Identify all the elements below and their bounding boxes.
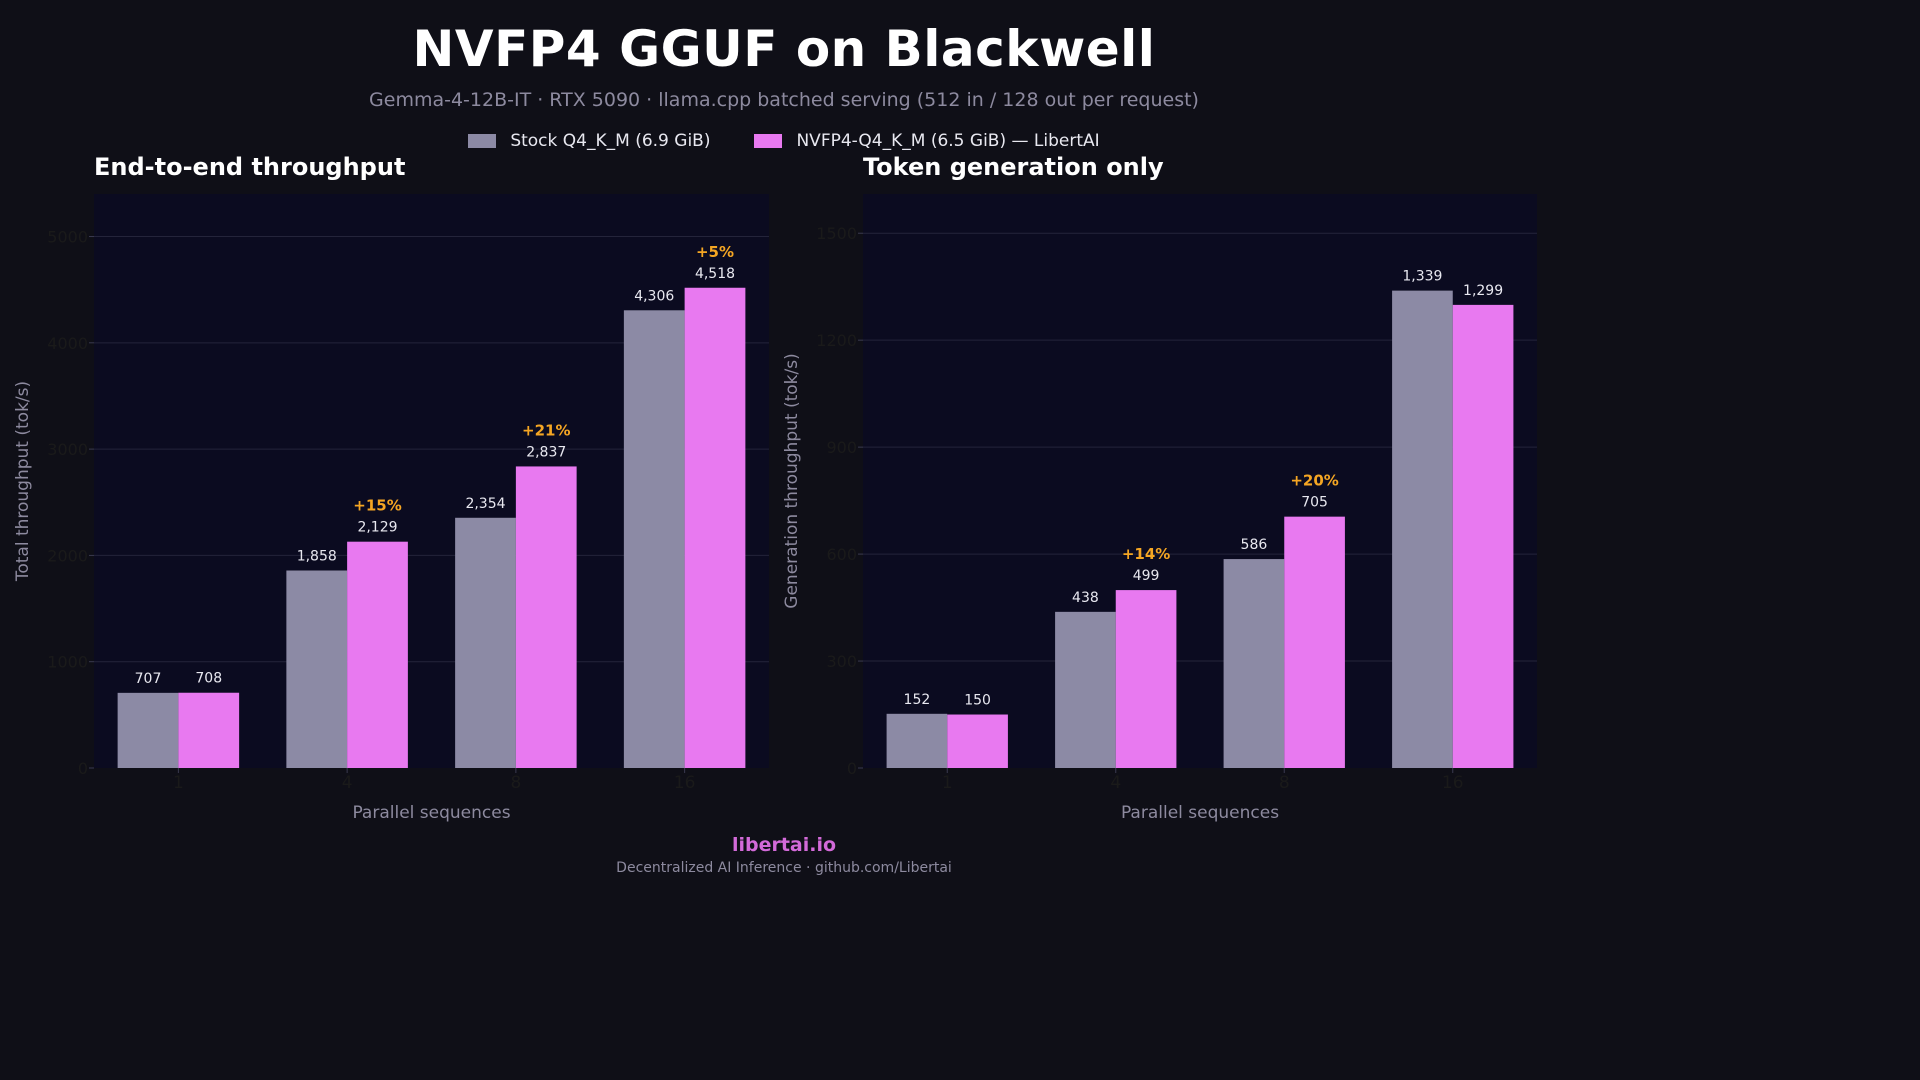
- y-tick-label: 1200: [816, 331, 857, 350]
- y-axis-label: Generation throughput (tok/s): [782, 353, 802, 608]
- data-label: 586: [1241, 537, 1268, 553]
- footer-brand: libertai.io: [731, 834, 837, 856]
- data-label: 1,858: [297, 549, 337, 565]
- bar-stock: [1055, 611, 1116, 768]
- legend-swatch-nvfp4: [754, 134, 783, 148]
- data-label: 150: [964, 693, 991, 709]
- y-tick-label: 300: [826, 652, 857, 671]
- page-title: NVFP4 GGUF on Blackwell: [412, 20, 1156, 78]
- data-label: 708: [195, 671, 222, 687]
- data-label: 4,306: [634, 288, 674, 304]
- gain-annotation: +20%: [1290, 472, 1338, 490]
- x-tick-label: 16: [1442, 773, 1464, 793]
- legend: Stock Q4_K_M (6.9 GiB) NVFP4-Q4_K_M (6.5…: [0, 131, 1568, 151]
- data-label: 1,299: [1463, 283, 1503, 299]
- chart-title: End-to-end throughput: [94, 153, 405, 181]
- bar-stock: [1392, 290, 1453, 768]
- bar-nvfp4: [347, 541, 408, 768]
- y-axis-label: Total throughput (tok/s): [13, 381, 33, 582]
- chart-2: 0 300 600 900 1200 1500 Token generation only P…: [782, 153, 1537, 823]
- data-label: 152: [904, 692, 931, 708]
- legend-swatch-stock: [468, 134, 497, 148]
- x-tick-label: 1: [173, 773, 184, 793]
- page-subtitle: Gemma-4-12B-IT · RTX 5090 · llama.cpp ba…: [369, 89, 1199, 111]
- footer-tagline: Decentralized AI Inference · github.com/…: [616, 860, 952, 876]
- x-tick-label: 16: [674, 773, 696, 793]
- legend-label-stock: Stock Q4_K_M (6.9 GiB): [510, 131, 711, 151]
- y-tick-label: 2000: [47, 546, 88, 565]
- bar-stock: [886, 713, 948, 768]
- bar-nvfp4: [947, 714, 1008, 768]
- y-tick-label: 1500: [816, 224, 857, 243]
- bar-stock: [455, 517, 516, 768]
- bar-nvfp4: [515, 466, 577, 768]
- x-axis-label: Parallel sequences: [352, 803, 510, 823]
- y-tick-label: 5000: [47, 228, 88, 247]
- y-tick-label: 0: [78, 759, 88, 778]
- bar-stock: [623, 310, 685, 768]
- y-tick-label: 900: [826, 438, 857, 457]
- gain-annotation: +14%: [1122, 545, 1170, 563]
- chart-title: Token generation only: [863, 153, 1164, 181]
- data-label: 707: [135, 671, 162, 687]
- data-label: 2,354: [465, 496, 505, 512]
- legend-item-stock: Stock Q4_K_M (6.9 GiB): [468, 131, 710, 151]
- data-label: 2,837: [526, 444, 566, 460]
- bar-stock: [1223, 559, 1285, 768]
- data-label: 438: [1072, 590, 1099, 606]
- data-label: 705: [1301, 495, 1328, 511]
- y-tick-label: 3000: [47, 440, 88, 459]
- legend-label-nvfp4: NVFP4-Q4_K_M (6.5 GiB) — LibertAI: [796, 131, 1100, 151]
- bar-nvfp4: [178, 692, 240, 768]
- bar-nvfp4: [1115, 590, 1177, 768]
- data-label: 499: [1133, 568, 1160, 584]
- x-tick-label: 8: [510, 773, 521, 793]
- x-axis-label: Parallel sequences: [1121, 803, 1279, 823]
- y-tick-label: 600: [826, 545, 857, 564]
- legend-item-nvfp4: NVFP4-Q4_K_M (6.5 GiB) — LibertAI: [754, 131, 1100, 151]
- data-label: 2,129: [357, 520, 397, 536]
- x-tick-label: 4: [1110, 773, 1121, 793]
- bar-stock: [286, 570, 348, 768]
- y-tick-label: 0: [847, 759, 857, 778]
- x-tick-label: 4: [342, 773, 353, 793]
- bar-nvfp4: [1452, 304, 1514, 768]
- bar-nvfp4: [684, 287, 746, 768]
- gain-annotation: +15%: [353, 497, 401, 515]
- data-label: 1,339: [1402, 269, 1442, 285]
- bar-stock: [117, 692, 179, 768]
- gain-annotation: +21%: [522, 421, 570, 439]
- x-tick-label: 1: [942, 773, 953, 793]
- gain-annotation: +5%: [696, 243, 734, 261]
- chart-1: 0 1000 2000 3000 4000 5000 End-to-end throughp…: [13, 153, 769, 823]
- bar-nvfp4: [1284, 516, 1345, 768]
- data-label: 4,518: [695, 266, 735, 282]
- y-tick-label: 1000: [47, 653, 88, 672]
- y-tick-label: 4000: [47, 334, 88, 353]
- x-tick-label: 8: [1279, 773, 1290, 793]
